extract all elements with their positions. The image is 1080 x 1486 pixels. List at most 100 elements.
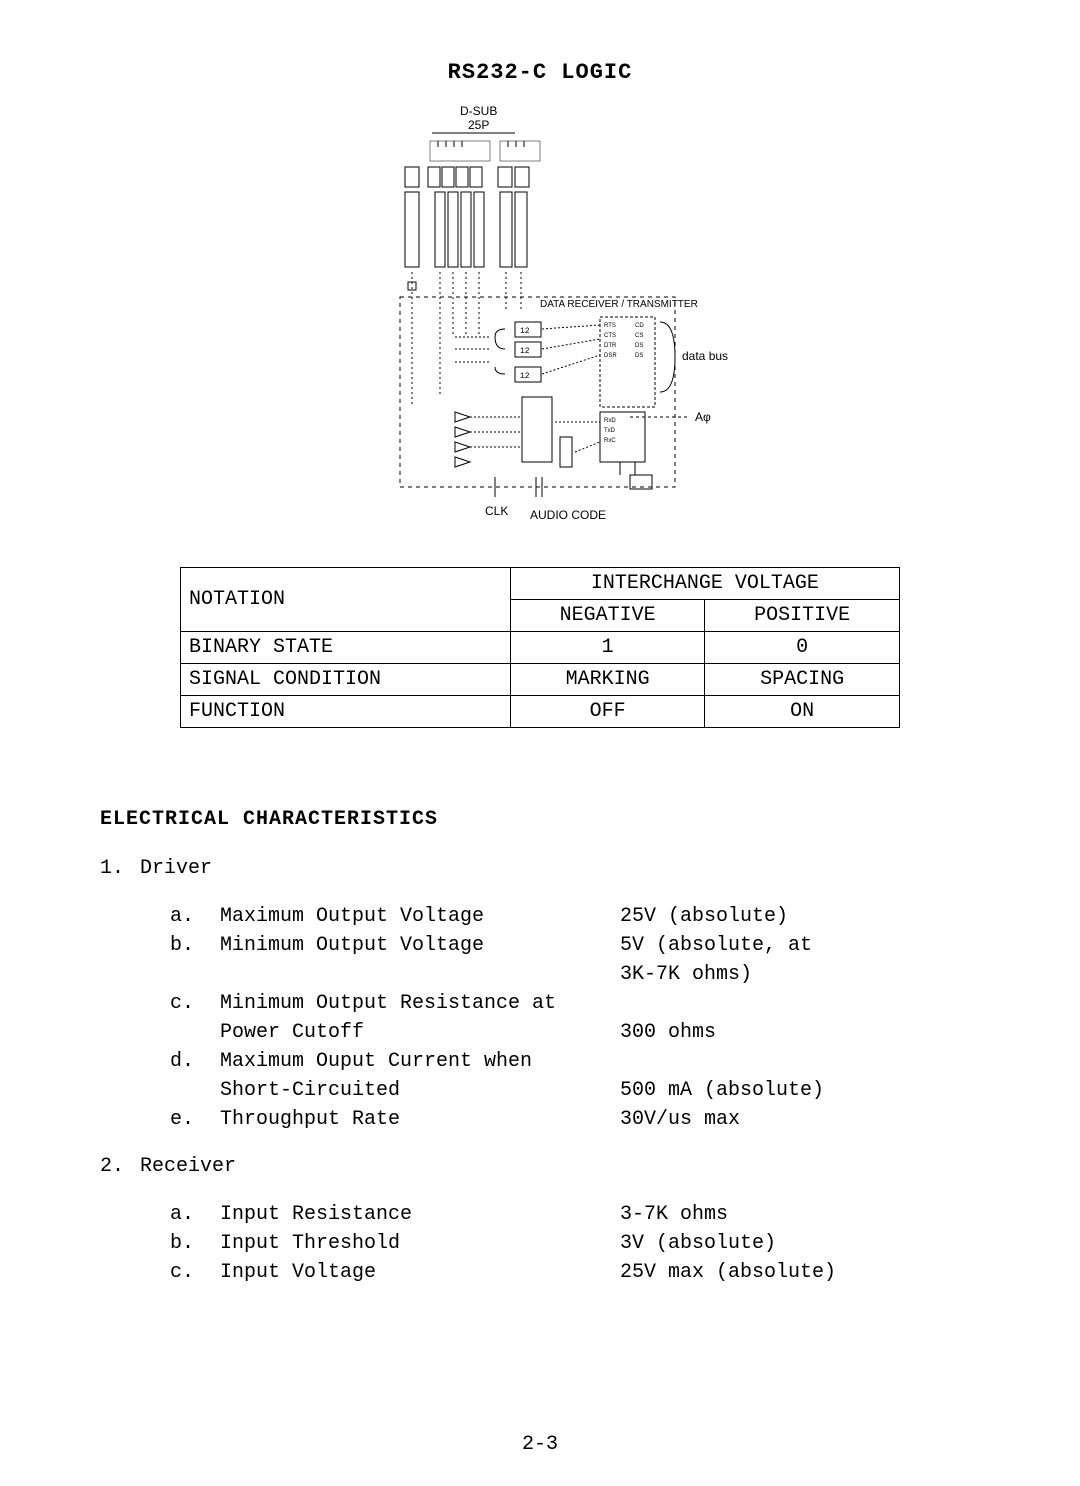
spec-label: Maximum Ouput Current when xyxy=(220,1048,620,1075)
svg-text:12: 12 xyxy=(520,347,530,356)
spec-row: Short-Circuited 500 mA (absolute) xyxy=(170,1077,980,1104)
spec-row: b. Input Threshold 3V (absolute) xyxy=(170,1230,980,1257)
driver-items: a. Maximum Output Voltage 25V (absolute)… xyxy=(100,903,980,1133)
svg-text:12: 12 xyxy=(520,372,530,381)
spec-label: Minimum Output Voltage xyxy=(220,932,620,959)
spec-value: 3-7K ohms xyxy=(620,1201,980,1228)
table-row: BINARY STATE 1 0 xyxy=(181,632,900,664)
driver-number: 1. xyxy=(100,855,140,883)
svg-text:12: 12 xyxy=(520,327,530,336)
spec-row: b. Minimum Output Voltage 5V (absolute, … xyxy=(170,932,980,959)
connector-label: 25P xyxy=(468,118,489,132)
row-pos: SPACING xyxy=(705,664,900,696)
row-pos: 0 xyxy=(705,632,900,664)
receiver-heading-row: 2. Receiver xyxy=(100,1153,980,1181)
spec-letter: e. xyxy=(170,1106,220,1133)
page-title: RS232-C LOGIC xyxy=(100,60,980,85)
signal-lines xyxy=(412,272,521,407)
spec-letter: a. xyxy=(170,903,220,930)
spec-letter: b. xyxy=(170,1230,220,1257)
spec-value: 300 ohms xyxy=(620,1019,980,1046)
spec-row: a. Maximum Output Voltage 25V (absolute) xyxy=(170,903,980,930)
svg-text:RxD: RxD xyxy=(604,418,616,424)
spec-letter xyxy=(170,961,220,988)
notation-header: NOTATION xyxy=(181,568,511,632)
data-receiver-label: DATA RECEIVER / TRANSMITTER xyxy=(540,299,698,310)
spec-value: 3V (absolute) xyxy=(620,1230,980,1257)
row-label: SIGNAL CONDITION xyxy=(181,664,511,696)
table-row: FUNCTION OFF ON xyxy=(181,696,900,728)
spec-value: 500 mA (absolute) xyxy=(620,1077,980,1104)
svg-text:DS: DS xyxy=(635,353,643,359)
spec-letter xyxy=(170,1077,220,1104)
spec-label: Short-Circuited xyxy=(220,1077,620,1104)
spec-label: Throughput Rate xyxy=(220,1106,620,1133)
clk-label: CLK xyxy=(485,504,508,518)
spec-value xyxy=(620,1048,980,1075)
svg-text:RTS: RTS xyxy=(604,323,616,329)
spec-label: Minimum Output Resistance at xyxy=(220,990,620,1017)
table-row: SIGNAL CONDITION MARKING SPACING xyxy=(181,664,900,696)
main-chip: RTS CD CTS CS DTR DS DSR DS xyxy=(542,317,655,407)
spec-row: c. Input Voltage 25V max (absolute) xyxy=(170,1259,980,1286)
spec-label: Input Voltage xyxy=(220,1259,620,1286)
spec-label: Input Threshold xyxy=(220,1230,620,1257)
svg-text:CS: CS xyxy=(635,333,643,339)
spec-row: c. Minimum Output Resistance at xyxy=(170,990,980,1017)
enclosure-box xyxy=(400,297,675,487)
driver-heading-row: 1. Driver xyxy=(100,855,980,883)
spec-letter: c. xyxy=(170,990,220,1017)
section-heading: ELECTRICAL CHARACTERISTICS xyxy=(100,808,980,831)
lower-chip: RxD TxD RxC xyxy=(555,412,652,489)
transceiver-blocks: 12 12 12 xyxy=(495,322,541,382)
svg-text:DTR: DTR xyxy=(604,343,617,349)
data-bus-label: data bus xyxy=(682,349,728,363)
spec-value: 3K-7K ohms) xyxy=(620,961,980,988)
svg-text:DS: DS xyxy=(635,343,643,349)
receiver-items: a. Input Resistance 3-7K ohms b. Input T… xyxy=(100,1201,980,1286)
svg-text:CD: CD xyxy=(635,323,644,329)
row-label: BINARY STATE xyxy=(181,632,511,664)
interchange-header: INTERCHANGE VOLTAGE xyxy=(510,568,899,600)
data-bus-brace xyxy=(660,322,675,392)
negative-header: NEGATIVE xyxy=(510,600,705,632)
connector-pins xyxy=(430,141,540,161)
spec-letter: a. xyxy=(170,1201,220,1228)
dsub-label: D-SUB xyxy=(460,104,497,118)
positive-header: POSITIVE xyxy=(705,600,900,632)
svg-text:DSR: DSR xyxy=(604,353,617,359)
receiver-number: 2. xyxy=(100,1153,140,1181)
driver-title: Driver xyxy=(140,855,212,883)
spec-value: 25V max (absolute) xyxy=(620,1259,980,1286)
spec-value: 5V (absolute, at xyxy=(620,932,980,959)
svg-text:TxD: TxD xyxy=(604,428,616,434)
spec-letter: c. xyxy=(170,1259,220,1286)
a-phi-label: Aφ xyxy=(695,410,711,424)
spec-row: d. Maximum Ouput Current when xyxy=(170,1048,980,1075)
receiver-title: Receiver xyxy=(140,1153,236,1181)
row-neg: OFF xyxy=(510,696,705,728)
spec-value xyxy=(620,990,980,1017)
left-cluster xyxy=(455,337,490,362)
voltage-table: NOTATION INTERCHANGE VOLTAGE NEGATIVE PO… xyxy=(180,567,900,728)
spec-label: Power Cutoff xyxy=(220,1019,620,1046)
schematic-diagram: D-SUB 25P xyxy=(290,97,790,537)
spec-letter: d. xyxy=(170,1048,220,1075)
svg-text:CTS: CTS xyxy=(604,333,616,339)
spec-value: 25V (absolute) xyxy=(620,903,980,930)
spec-value: 30V/us max xyxy=(620,1106,980,1133)
spec-row: Power Cutoff 300 ohms xyxy=(170,1019,980,1046)
interface-boxes xyxy=(405,167,529,267)
spec-row: 3K-7K ohms) xyxy=(170,961,980,988)
spec-label: Input Resistance xyxy=(220,1201,620,1228)
spec-row: a. Input Resistance 3-7K ohms xyxy=(170,1201,980,1228)
spec-letter: b. xyxy=(170,932,220,959)
page-number: 2-3 xyxy=(522,1433,558,1456)
audio-code-label: AUDIO CODE xyxy=(530,508,606,522)
spec-row: e. Throughput Rate 30V/us max xyxy=(170,1106,980,1133)
row-label: FUNCTION xyxy=(181,696,511,728)
row-neg: 1 xyxy=(510,632,705,664)
row-neg: MARKING xyxy=(510,664,705,696)
spec-label: Maximum Output Voltage xyxy=(220,903,620,930)
row-pos: ON xyxy=(705,696,900,728)
